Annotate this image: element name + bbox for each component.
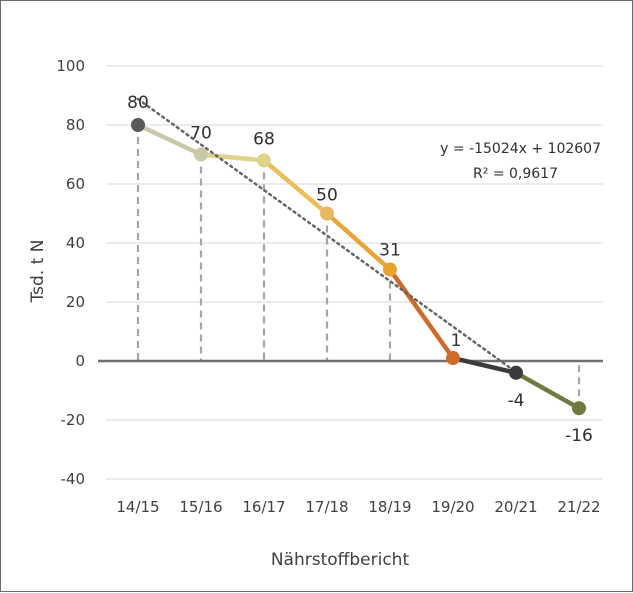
data-label: -4 [508,391,525,411]
y-tick-label: 80 [66,116,85,134]
y-axis-title: Tsd. t N [28,240,48,304]
data-label: 31 [379,241,401,261]
data-point [383,262,397,277]
series-segment [450,355,519,376]
data-point [446,351,460,366]
series-segment [198,152,267,163]
data-label: 68 [253,129,275,149]
x-tick-label: 17/18 [305,498,348,516]
x-tick-label: 18/19 [368,498,411,516]
y-tick-label: 20 [66,293,85,311]
x-tick-label: 19/20 [431,498,474,516]
y-tick-label: 60 [66,175,85,193]
data-label: 1 [451,331,462,351]
x-tick-label: 14/15 [116,498,159,516]
x-tick-label: 20/21 [494,498,537,516]
trendline-equation: y = -15024x + 102607 [440,141,601,157]
trendline-r-squared: R² = 0,9617 [473,166,558,182]
series-segment [261,158,330,216]
y-tick-label: 0 [75,352,85,370]
data-point [509,365,523,380]
trendline [136,97,521,376]
y-tick-label: -40 [61,470,86,488]
data-label: 80 [127,93,149,113]
series-segment [387,267,456,361]
x-axis-title: Nährstoffbericht [271,550,410,570]
series-segment [135,122,204,157]
data-point [131,118,145,132]
data-label: 70 [190,124,212,144]
x-tick-label: 21/22 [557,498,600,516]
data-point [257,153,271,168]
data-label: 50 [316,186,338,206]
data-point [194,147,208,162]
data-label: -16 [565,426,593,446]
x-tick-label: 15/16 [179,498,222,516]
x-tick-label: 16/17 [242,498,285,516]
y-tick-label: -20 [61,411,86,429]
y-tick-label: 40 [66,234,85,252]
data-point [572,401,586,416]
series-segment [513,370,582,411]
data-point [320,206,334,221]
y-tick-label: 100 [56,57,85,75]
series-segment [324,211,393,272]
